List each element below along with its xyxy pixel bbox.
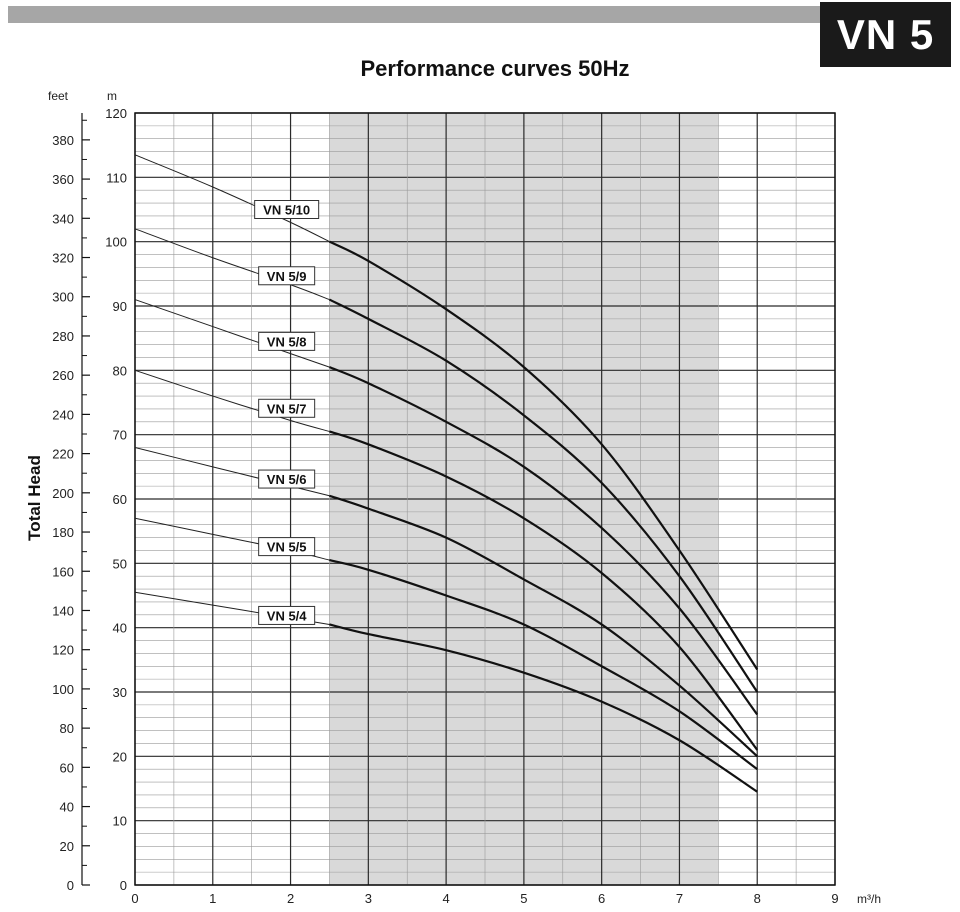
- curve-label-box: [258, 266, 316, 286]
- y-tick-label-feet: 0: [67, 878, 74, 893]
- curve-label: VN 5/7: [267, 401, 307, 416]
- x-tick-label: 9: [831, 891, 838, 906]
- y-tick-label-feet: 120: [52, 643, 74, 658]
- curve-vn-5-7-extended: [134, 369, 330, 432]
- y-tick-label-feet: 260: [52, 368, 74, 383]
- y-tick-label-feet: 40: [60, 800, 74, 815]
- curve-label: VN 5/8: [267, 334, 307, 349]
- curve-label-box: [258, 469, 316, 489]
- y-tick-label-m: 120: [105, 106, 127, 121]
- y-tick-label-m: 100: [105, 235, 127, 250]
- curve-vn-5-4: [329, 623, 758, 793]
- y-tick-label-feet: 160: [52, 564, 74, 579]
- y-tick-label-feet: 240: [52, 407, 74, 422]
- curve-vn-5-10: [328, 240, 759, 671]
- y-tick-label-feet: 200: [52, 486, 74, 501]
- y-tick-label-m: 90: [113, 299, 127, 314]
- y-tick-label-m: 0: [120, 878, 127, 893]
- y-tick-label-m: 110: [106, 170, 127, 185]
- x-tick-label: 3: [365, 891, 372, 906]
- x-tick-label: 0: [131, 891, 138, 906]
- y-tick-label-feet: 300: [52, 290, 74, 305]
- y-tick-label-m: 30: [113, 685, 127, 700]
- plot-frame: [134, 112, 836, 886]
- x-unit-label: m³/h: [857, 892, 881, 906]
- curve-label-box: [254, 200, 320, 219]
- y-tick-label-feet: 180: [52, 525, 74, 540]
- curve-label-box: [258, 398, 316, 418]
- curve-label-box: [258, 537, 316, 557]
- header-bar: [8, 6, 820, 23]
- y-tick-label-feet: 60: [60, 760, 74, 775]
- y-tick-label-m: 50: [113, 556, 127, 571]
- curve-label: VN 5/9: [267, 269, 307, 284]
- curve-label-box: [258, 331, 316, 351]
- x-tick-label: 6: [598, 891, 605, 906]
- x-tick-label: 8: [754, 891, 761, 906]
- y-axis-title: Total Head: [25, 455, 44, 541]
- y-tick-label-m: 40: [113, 621, 127, 636]
- curve-label: VN 5/4: [267, 608, 308, 623]
- curve-vn-5-6-extended: [134, 447, 330, 497]
- y-tick-label-m: 60: [113, 492, 127, 507]
- y-tick-label-feet: 100: [52, 682, 74, 697]
- model-badge: VN 5: [820, 2, 951, 67]
- y-tick-label-feet: 20: [60, 839, 74, 854]
- curve-vn-5-10-extended: [134, 154, 330, 243]
- x-tick-label: 1: [209, 891, 216, 906]
- curve-vn-5-9: [328, 298, 759, 693]
- y-tick-label-feet: 380: [52, 133, 74, 148]
- x-tick-label: 5: [520, 891, 527, 906]
- feet-unit-label: feet: [48, 89, 69, 103]
- curve-vn-5-7: [329, 430, 759, 751]
- y-tick-label-m: 10: [113, 814, 127, 829]
- curve-label: VN 5/6: [267, 472, 307, 487]
- y-tick-label-feet: 220: [52, 447, 74, 462]
- curve-vn-5-9-extended: [134, 228, 330, 301]
- y-tick-label-feet: 80: [60, 721, 74, 736]
- y-tick-label-m: 20: [113, 749, 127, 764]
- y-tick-label-feet: 280: [52, 329, 74, 344]
- curve-label: VN 5/10: [263, 203, 310, 218]
- chart-title: Performance curves 50Hz: [360, 56, 630, 81]
- curve-vn-5-8: [329, 366, 759, 716]
- y-tick-label-feet: 140: [52, 603, 74, 618]
- y-tick-label-m: 70: [113, 428, 127, 443]
- curve-vn-5-6: [329, 494, 758, 758]
- x-tick-label: 7: [676, 891, 683, 906]
- curve-vn-5-8-extended: [134, 299, 330, 368]
- y-tick-label-feet: 340: [52, 211, 74, 226]
- x-tick-label: 4: [442, 891, 449, 906]
- x-tick-label: 2: [287, 891, 294, 906]
- meter-unit-label: m: [107, 89, 117, 103]
- y-tick-label-feet: 360: [52, 172, 74, 187]
- curve-label-box: [258, 605, 316, 625]
- curve-label: VN 5/5: [267, 540, 307, 555]
- y-tick-label-feet: 320: [52, 251, 74, 266]
- curve-vn-5-5: [329, 559, 758, 771]
- y-tick-label-m: 80: [113, 363, 127, 378]
